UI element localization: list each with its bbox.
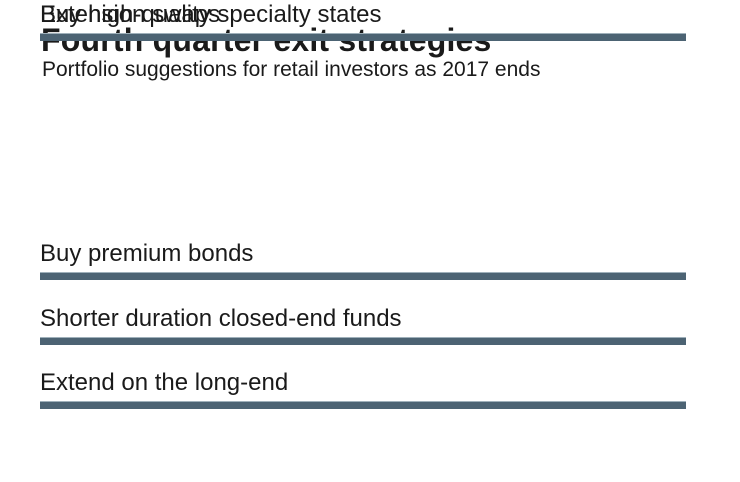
divider-rule — [40, 337, 686, 345]
list-item: Buy premium bonds — [40, 239, 686, 280]
list-item-label: Shorter duration closed-end funds — [40, 305, 402, 332]
page-subtitle: Portfolio suggestions for retail investo… — [42, 58, 541, 81]
divider-rule — [40, 272, 686, 280]
divider-rule — [40, 33, 686, 41]
divider-rule — [40, 401, 686, 409]
list-item-label: Extension swaps — [40, 1, 221, 28]
list-item-label: Extend on the long-end — [40, 369, 289, 396]
list-item: Shorter duration closed-end funds — [40, 304, 686, 345]
list-item-label: Buy high-quality specialty states — [40, 1, 382, 28]
list-item: Extension swaps — [40, 0, 686, 41]
list-item-label: Buy premium bonds — [40, 240, 254, 267]
list-item: Extend on the long-end — [40, 368, 686, 409]
